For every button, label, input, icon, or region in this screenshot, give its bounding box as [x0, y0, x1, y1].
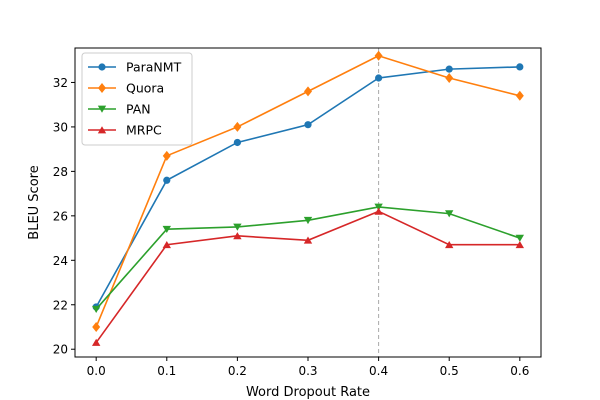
- legend-item-paranmt: ParaNMT: [88, 60, 182, 75]
- data-point: [374, 207, 383, 215]
- data-point: [92, 321, 101, 332]
- data-point: [303, 216, 313, 225]
- legend-item-pan: PAN: [88, 102, 151, 117]
- legend-swatch-marker: [97, 126, 107, 134]
- data-point: [303, 236, 313, 244]
- marks-layer: [91, 48, 525, 357]
- legend-box: [81, 52, 193, 146]
- x-tick-label: 0.1: [157, 364, 176, 378]
- data-point: [233, 223, 242, 231]
- data-point: [163, 176, 171, 184]
- y-tick-label: 20: [53, 343, 68, 357]
- legend-item-quora: Quora: [88, 81, 164, 96]
- legend-item-mrpc: MRPC: [88, 123, 162, 138]
- data-point: [515, 234, 525, 242]
- y-tick-label: 30: [53, 120, 68, 134]
- series-pan: [91, 203, 525, 313]
- data-point: [233, 232, 242, 240]
- data-point: [445, 240, 454, 249]
- data-point: [162, 240, 171, 249]
- data-point: [374, 203, 383, 211]
- data-point: [515, 240, 525, 249]
- data-point: [91, 305, 101, 313]
- data-point: [375, 74, 383, 82]
- data-point: [516, 63, 524, 71]
- data-point: [162, 225, 171, 233]
- data-point: [445, 73, 454, 84]
- data-point: [374, 50, 383, 61]
- data-point: [233, 121, 242, 132]
- x-tick-label: 0.5: [440, 364, 459, 378]
- data-point: [445, 65, 453, 73]
- data-point: [445, 210, 454, 218]
- x-tick-label: 0.2: [228, 364, 247, 378]
- series-paranmt: [92, 63, 524, 311]
- legend-label: ParaNMT: [126, 60, 182, 75]
- x-tick-label: 0.3: [298, 364, 317, 378]
- y-tick-label: 28: [53, 165, 68, 179]
- y-axis-label: BLEU Score: [27, 165, 42, 239]
- data-point: [304, 121, 312, 129]
- axes-layer: 0.0 0.1 0.2 0.3 0.4 0.5 0.6 20 22 24 26 28 30 32: [53, 76, 530, 378]
- legend-swatch-marker: [98, 83, 106, 93]
- legend-label: Quora: [126, 81, 164, 96]
- legend: ParaNMT Quora PAN MRPC: [81, 52, 193, 146]
- data-point: [515, 90, 524, 101]
- x-tick-label: 0.4: [369, 364, 388, 378]
- data-point: [233, 138, 241, 147]
- data-point: [91, 338, 101, 346]
- legend-swatch-marker: [98, 63, 106, 71]
- legend-label: PAN: [126, 102, 151, 117]
- series-line: [95, 210, 520, 344]
- legend-label: MRPC: [126, 123, 162, 138]
- x-tick-label: 0.6: [510, 364, 529, 378]
- series-mrpc: [91, 207, 525, 346]
- y-tick-label: 26: [53, 209, 68, 223]
- series-quora: [92, 50, 524, 332]
- x-tick-label: 0.0: [87, 364, 106, 378]
- data-point: [304, 86, 312, 97]
- y-tick-label: 24: [53, 254, 68, 268]
- legend-swatch-marker: [97, 105, 107, 113]
- y-tick-label: 22: [53, 298, 68, 312]
- data-point: [162, 150, 171, 161]
- x-axis-label: Word Dropout Rate: [246, 385, 370, 400]
- y-tick-label: 32: [53, 76, 68, 90]
